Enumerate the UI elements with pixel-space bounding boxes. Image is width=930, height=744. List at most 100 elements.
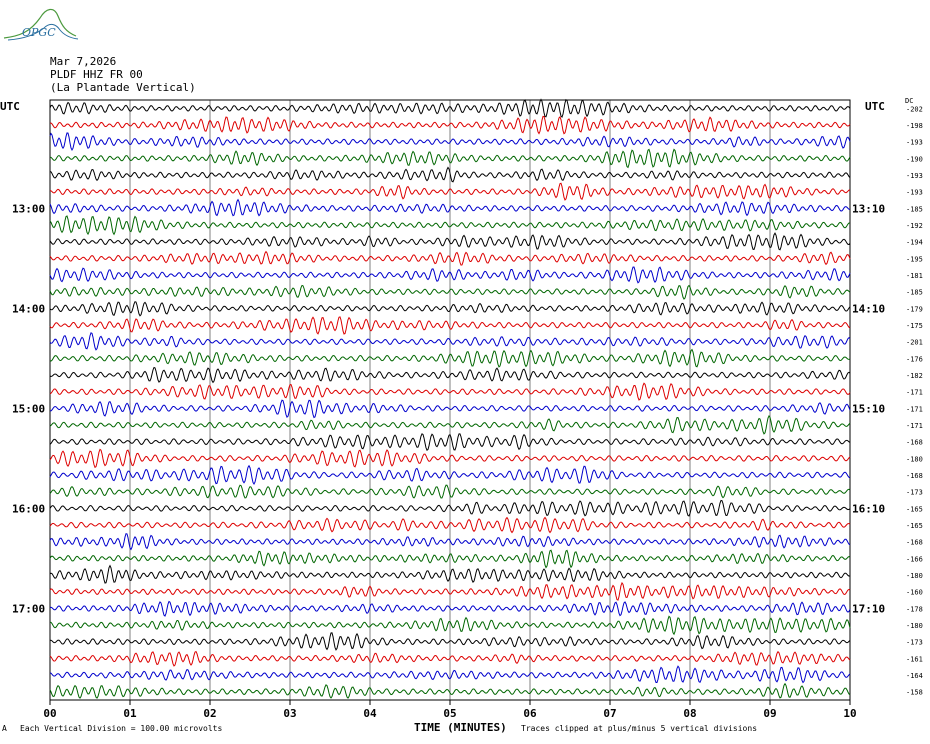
dc-offset-label: -178 — [906, 605, 923, 613]
seismic-trace — [49, 266, 851, 284]
seismic-trace — [49, 433, 851, 452]
dc-offset-label: -173 — [906, 489, 923, 497]
dc-offset-label: -158 — [906, 689, 923, 697]
seismic-trace — [49, 382, 851, 401]
seismic-trace — [49, 665, 851, 684]
x-tick-label: 00 — [43, 707, 56, 720]
utc-label-left: UTC — [0, 100, 20, 113]
dc-offset-label: -168 — [906, 539, 923, 547]
dc-offset-label: -164 — [906, 672, 923, 680]
dc-offset-label: -171 — [906, 422, 923, 430]
seismic-trace — [49, 148, 851, 169]
seismic-trace — [49, 682, 851, 699]
seismic-trace — [49, 448, 851, 469]
seismic-trace — [49, 484, 851, 499]
vertical-division-note: Each Vertical Division = 100.00 microvol… — [20, 724, 223, 733]
seismic-trace — [49, 115, 851, 135]
x-tick-label: 10 — [843, 707, 856, 720]
dc-offset-label: -198 — [906, 122, 923, 130]
dc-offset-label: -161 — [906, 655, 923, 663]
hour-label-left: 15:00 — [12, 402, 45, 415]
dc-offset-label: -193 — [906, 172, 923, 180]
dc-offset-label: -194 — [906, 239, 923, 247]
hour-label-right: 17:10 — [852, 602, 885, 615]
hour-label-left: 13:00 — [12, 202, 45, 215]
dc-offset-label: -180 — [906, 572, 923, 580]
seismic-trace — [49, 348, 851, 368]
dc-offset-label: -185 — [906, 205, 923, 213]
station-location: (La Plantade Vertical) — [50, 81, 196, 94]
dc-offset-label: -195 — [906, 255, 923, 263]
dc-offset-label: -175 — [906, 322, 923, 330]
seismic-trace — [49, 316, 851, 335]
x-tick-label: 05 — [443, 707, 456, 720]
dc-offset-label: -193 — [906, 139, 923, 147]
utc-label-right: UTC — [865, 100, 885, 113]
seismic-trace — [49, 198, 851, 217]
dc-offset-label: -180 — [906, 622, 923, 630]
seismic-trace — [49, 284, 851, 300]
hour-label-left: 16:00 — [12, 502, 45, 515]
logo-text: OPGC — [22, 26, 56, 39]
dc-offset-label: -168 — [906, 472, 923, 480]
dc-offset-label: -193 — [906, 189, 923, 197]
dc-offset-label: -190 — [906, 155, 923, 163]
seismic-trace — [50, 399, 851, 419]
seismic-trace — [49, 98, 851, 119]
x-tick-label: 08 — [683, 707, 696, 720]
dc-offset-label: -192 — [906, 222, 923, 230]
seismic-trace — [49, 415, 851, 435]
dc-offset-label: -165 — [906, 505, 923, 513]
dc-offset-label: -180 — [906, 455, 923, 463]
seismic-trace — [49, 600, 851, 617]
dc-offset-label: -202 — [906, 105, 923, 113]
dc-offset-label: -182 — [906, 372, 923, 380]
dc-offset-label: -165 — [906, 522, 923, 530]
x-tick-label: 06 — [523, 707, 537, 720]
seismic-trace — [49, 332, 851, 351]
dc-offset-label: -173 — [906, 639, 923, 647]
seismic-trace — [49, 564, 851, 584]
x-tick-label: 07 — [603, 707, 616, 720]
seismic-trace — [49, 549, 851, 569]
seismic-trace — [49, 516, 851, 534]
plot-header: Mar 7,2026 PLDF HHZ FR 00 (La Plantade V… — [50, 55, 196, 94]
hour-label-left: 17:00 — [12, 602, 45, 615]
dc-offset-label: -181 — [906, 272, 923, 280]
seismic-trace — [49, 301, 851, 317]
dc-offset-label: -160 — [906, 589, 923, 597]
dc-offset-label: -185 — [906, 289, 923, 297]
seismic-trace — [49, 464, 851, 485]
seismic-trace — [49, 250, 851, 266]
dc-offset-label: -171 — [906, 405, 923, 413]
seismic-trace — [49, 232, 851, 251]
dc-label: DC — [905, 97, 914, 105]
hour-label-right: 13:10 — [852, 202, 885, 215]
seismic-trace — [49, 215, 851, 236]
seismic-trace — [49, 132, 851, 152]
station-code: PLDF HHZ FR 00 — [50, 68, 143, 81]
x-tick-label: 02 — [203, 707, 216, 720]
x-axis-label: TIME (MINUTES) — [414, 721, 507, 734]
dc-offset-label: -168 — [906, 439, 923, 447]
seismic-trace — [49, 366, 851, 384]
seismic-trace — [49, 499, 851, 517]
x-tick-label: 04 — [363, 707, 377, 720]
dc-offset-label: -201 — [906, 339, 923, 347]
seismic-trace — [49, 650, 851, 667]
footer-mark: A — [2, 724, 7, 733]
dc-offset-label: -179 — [906, 305, 923, 313]
opgc-logo — [3, 8, 79, 41]
seismic-trace — [49, 166, 851, 183]
seismic-trace — [49, 533, 851, 551]
seismic-trace — [49, 615, 851, 636]
clipping-note: Traces clipped at plus/minus 5 vertical … — [521, 724, 758, 733]
x-tick-label: 01 — [123, 707, 137, 720]
dc-offset-label: -166 — [906, 555, 923, 563]
dc-offset-label: -176 — [906, 355, 923, 363]
hour-label-right: 15:10 — [852, 402, 885, 415]
hour-label-right: 16:10 — [852, 502, 885, 515]
seismic-trace — [49, 182, 851, 201]
plot-date: Mar 7,2026 — [50, 55, 117, 68]
